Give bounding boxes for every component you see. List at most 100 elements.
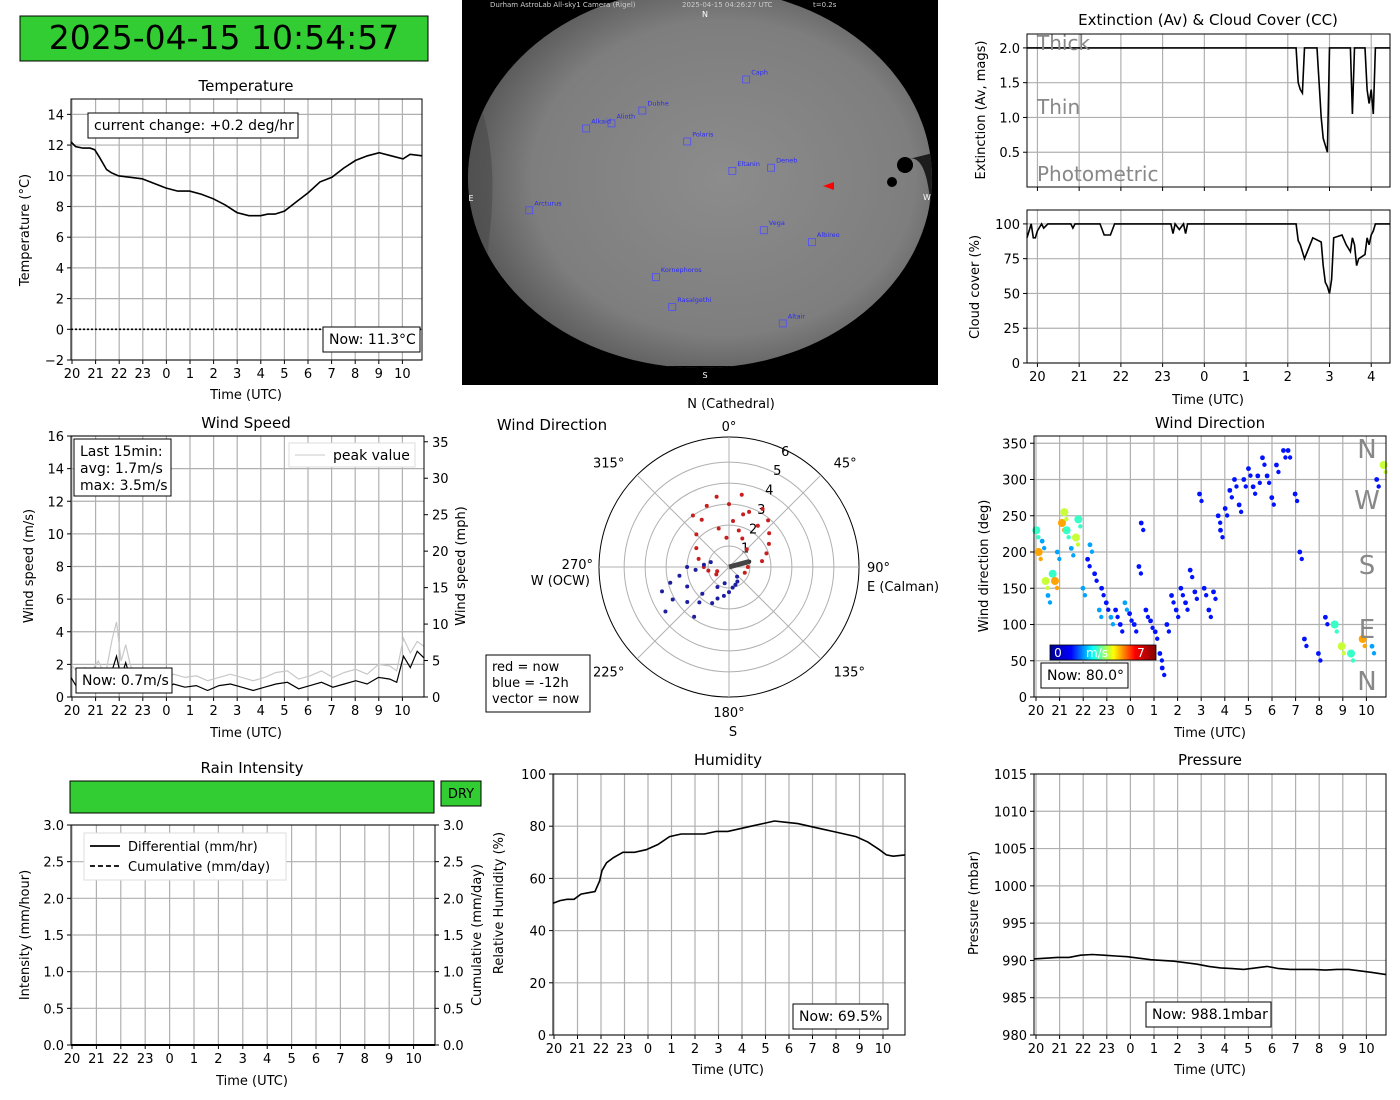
wind_speed-xtick-label: 2 (209, 704, 217, 719)
wind-dir-point (1248, 473, 1253, 478)
wind_speed-ytick-label: 16 (47, 430, 64, 445)
star-marker (728, 166, 737, 175)
wind-dir-point (1066, 535, 1071, 540)
wind-dir-point (1374, 477, 1380, 482)
wind-speed-legend-label: peak value (333, 448, 410, 464)
polar-title: Wind Direction (497, 416, 607, 434)
rain-ytick-label: 3.0 (43, 819, 64, 834)
polar-point (735, 574, 740, 579)
rain-xtick-label: 1 (190, 1052, 198, 1067)
humidity-xtick-label: 22 (593, 1042, 610, 1057)
wind-dir-point (1141, 527, 1146, 533)
rain-legend-label: Differential (mm/hr) (128, 840, 258, 855)
star-marker (652, 273, 660, 282)
wind_speed-ytick-right-label: 35 (432, 436, 449, 451)
wind-dir-point (1266, 480, 1272, 486)
polar-point (736, 528, 741, 533)
clock-banner (19, 15, 429, 62)
cloud-ytick-label: 75 (1003, 253, 1020, 268)
polar-point (685, 584, 690, 589)
polar-point (733, 582, 738, 587)
polar-right-label: E (Calman) (867, 580, 939, 595)
extinction-line (1027, 47, 1390, 153)
wind-speed-info: Last 15min: (80, 444, 163, 460)
star-marker (525, 206, 534, 215)
wind-dir-point (1047, 600, 1053, 605)
star-marker (742, 75, 751, 84)
temperature-xtick-label: 23 (135, 367, 152, 382)
polar-legend-label: vector = now (492, 692, 580, 707)
humidity-xtick-label: 9 (855, 1042, 863, 1057)
pressure-xtick-label: 21 (1051, 1042, 1068, 1057)
humidity-xtick-label: 20 (546, 1042, 563, 1057)
wind-dir-point (1194, 596, 1200, 602)
temperature-ytick-label: −2 (45, 354, 64, 369)
wind-dir-point (1054, 585, 1060, 591)
wind_dir-xtick-label: 2 (1173, 704, 1181, 719)
wind-dir-point (1120, 629, 1125, 634)
wind-dir-point (1039, 538, 1045, 544)
extinction-ytick-label: 2.0 (999, 42, 1020, 57)
star-label: Altair (788, 312, 806, 320)
rain-xtick-label: 2 (214, 1052, 222, 1067)
polar-point (766, 541, 771, 546)
wind-dir-point (1285, 448, 1291, 453)
polar-point (741, 512, 746, 517)
wind-dir-compass-label: E (1359, 615, 1375, 645)
camera-compass-n: N (702, 10, 708, 19)
polar-point (731, 519, 736, 524)
all-sky-camera: Durham AstroLab All-sky1 Camera (Rigel) … (462, 0, 938, 385)
polar-point (714, 494, 719, 499)
wind-dir-point (1134, 629, 1139, 634)
polar-legend-label: red = now (492, 660, 560, 675)
rain-ytick-right-label: 0.5 (443, 1002, 464, 1017)
wind-dir-point (1175, 614, 1181, 620)
pressure-title: Pressure (1178, 751, 1242, 769)
wind_speed-ytick-right-label: 20 (432, 545, 449, 560)
wind-dir-point (1148, 618, 1153, 624)
cloud-xtick-label: 4 (1367, 370, 1375, 385)
temperature-ytick-label: 14 (47, 108, 64, 123)
wind_dir-xtick-label: 23 (1099, 704, 1116, 719)
wind-dir-point (1283, 455, 1288, 460)
wind-dir-point (1103, 600, 1109, 606)
polar-angle-label: 225° (593, 666, 624, 681)
wind-dir-point (1036, 535, 1041, 540)
rain-title: Rain Intensity (200, 759, 303, 777)
polar-point (727, 502, 731, 507)
wind-dir-now: Now: 80.0° (1047, 668, 1124, 684)
temperature-xtick-label: 8 (351, 367, 359, 382)
pressure-xtick-label: 4 (1221, 1042, 1229, 1057)
wind-dir-point (1034, 548, 1043, 556)
pressure-ytick-label: 985 (1002, 992, 1027, 1007)
rain-ytick-right-label: 1.0 (443, 966, 464, 981)
wind-dir-point (1164, 622, 1170, 627)
polar-r-label: 4 (765, 484, 773, 499)
pressure-xtick-label: 20 (1028, 1042, 1045, 1057)
cloud-line (1026, 222, 1390, 294)
wind-dir-point (1358, 635, 1367, 643)
extinction-ylabel: Extinction (Av, mags) (974, 41, 989, 180)
red-pointer-icon (823, 182, 834, 190)
wind_dir-ytick-label: 0 (1019, 691, 1027, 706)
rain-xtick-label: 10 (405, 1052, 422, 1067)
wind_dir-ytick-label: 150 (1002, 582, 1027, 597)
temperature-ytick-label: 10 (47, 170, 64, 185)
polar-point (710, 601, 715, 606)
polar-angle-label: 180° (713, 706, 744, 721)
wind-dir-point (1294, 498, 1300, 504)
wind_dir-chart: 20 21 22 23 0 1 2 3 4 5 6 7 8 9 1005010015020025030035… (977, 414, 1388, 741)
wind-dir-point (1238, 509, 1244, 515)
temperature-info: current change: +0.2 deg/hr (94, 118, 294, 134)
wind-dir-point (1138, 571, 1144, 576)
camera-compass-e: E (468, 194, 473, 203)
wind_dir-xtick-label: 6 (1268, 704, 1276, 719)
wind_dir-xtick-label: 10 (1358, 704, 1375, 719)
pressure-frame (1033, 773, 1387, 1036)
star-marker (808, 238, 816, 247)
polar-point (690, 513, 695, 518)
polar-point (699, 517, 704, 522)
wind-dir-point (1145, 614, 1151, 620)
star-label: Dubhe (647, 100, 668, 108)
star-label: Caph (751, 68, 768, 76)
